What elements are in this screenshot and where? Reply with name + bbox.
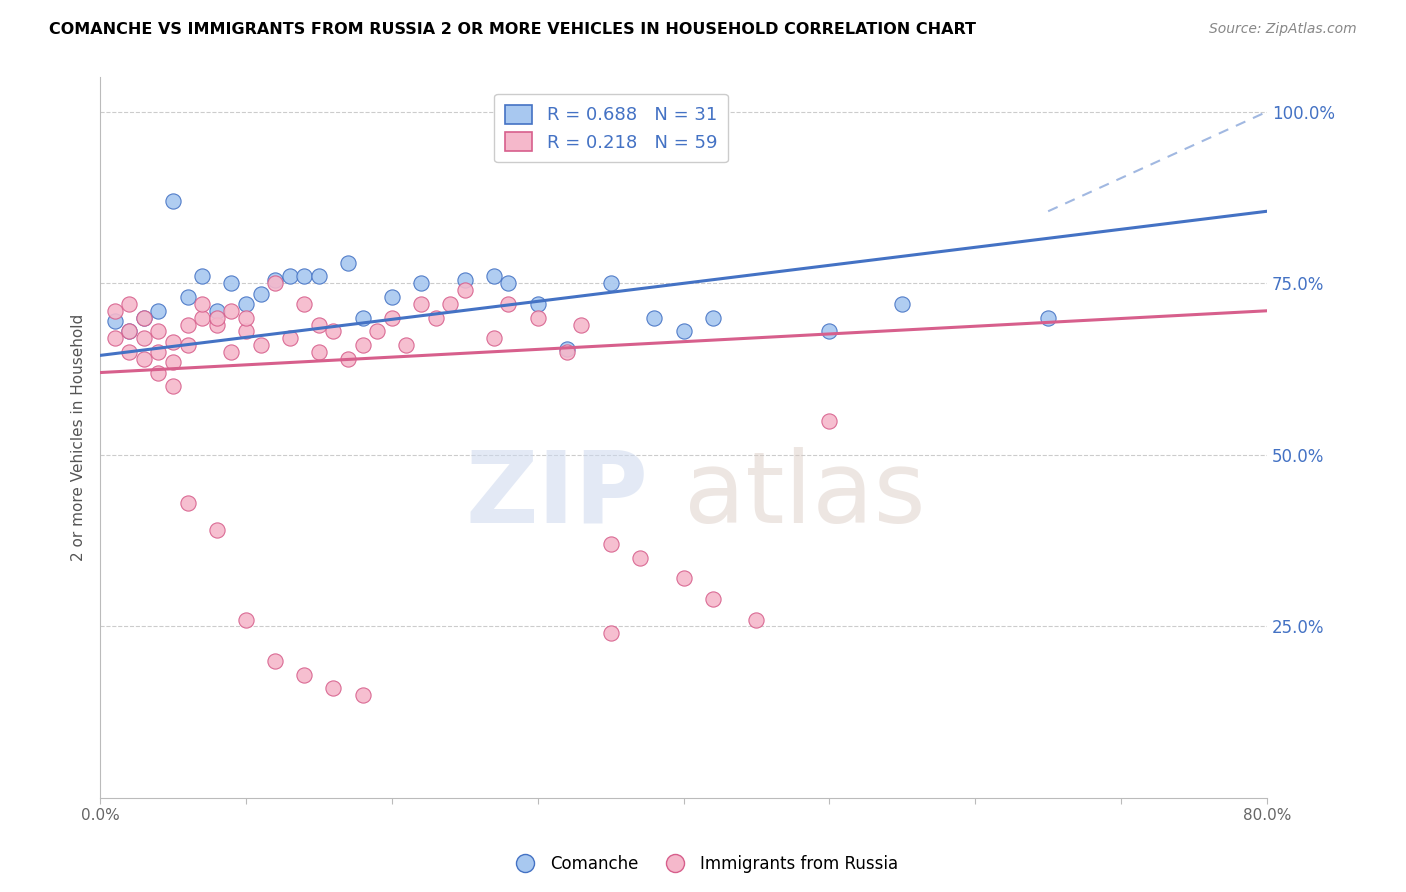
Point bbox=[221, 277, 243, 291]
Point bbox=[162, 379, 184, 393]
Point bbox=[599, 537, 621, 551]
Point bbox=[132, 310, 155, 325]
Point bbox=[308, 345, 330, 359]
Point bbox=[104, 314, 127, 328]
Point bbox=[221, 303, 243, 318]
Point bbox=[439, 297, 461, 311]
Point bbox=[118, 297, 141, 311]
Point bbox=[205, 318, 228, 332]
Point bbox=[454, 283, 477, 297]
Point bbox=[409, 277, 432, 291]
Point bbox=[555, 342, 578, 356]
Text: atlas: atlas bbox=[683, 447, 925, 544]
Point bbox=[104, 331, 127, 345]
Point bbox=[571, 318, 593, 332]
Point bbox=[308, 318, 330, 332]
Point bbox=[818, 324, 841, 338]
Point bbox=[643, 310, 665, 325]
Point bbox=[498, 297, 520, 311]
Point bbox=[555, 345, 578, 359]
Point bbox=[672, 571, 695, 585]
Point bbox=[526, 310, 548, 325]
Point bbox=[162, 355, 184, 369]
Point bbox=[292, 297, 315, 311]
Point bbox=[118, 345, 141, 359]
Point bbox=[104, 303, 127, 318]
Point bbox=[278, 269, 301, 284]
Point bbox=[249, 338, 271, 352]
Point bbox=[148, 324, 170, 338]
Point bbox=[132, 331, 155, 345]
Point bbox=[352, 688, 374, 702]
Point bbox=[148, 366, 170, 380]
Point bbox=[148, 303, 170, 318]
Point bbox=[176, 496, 198, 510]
Point bbox=[498, 277, 520, 291]
Point bbox=[118, 324, 141, 338]
Point bbox=[745, 613, 768, 627]
Point bbox=[818, 414, 841, 428]
Point bbox=[205, 524, 228, 538]
Point bbox=[352, 338, 374, 352]
Point bbox=[221, 345, 243, 359]
Point bbox=[162, 194, 184, 208]
Point bbox=[891, 297, 914, 311]
Point bbox=[264, 277, 287, 291]
Point bbox=[702, 310, 724, 325]
Point bbox=[1036, 310, 1059, 325]
Point bbox=[526, 297, 548, 311]
Point bbox=[191, 297, 214, 311]
Point bbox=[235, 613, 257, 627]
Point bbox=[264, 654, 287, 668]
Point bbox=[278, 331, 301, 345]
Point bbox=[162, 334, 184, 349]
Point bbox=[118, 324, 141, 338]
Point bbox=[599, 626, 621, 640]
Point bbox=[132, 310, 155, 325]
Point bbox=[672, 324, 695, 338]
Point bbox=[425, 310, 447, 325]
Point bbox=[235, 297, 257, 311]
Point bbox=[454, 273, 477, 287]
Point bbox=[395, 338, 418, 352]
Point bbox=[366, 324, 388, 338]
Legend: Comanche, Immigrants from Russia: Comanche, Immigrants from Russia bbox=[502, 848, 904, 880]
Point bbox=[191, 269, 214, 284]
Point bbox=[482, 269, 505, 284]
Point bbox=[409, 297, 432, 311]
Point bbox=[176, 290, 198, 304]
Point bbox=[381, 310, 404, 325]
Point bbox=[176, 338, 198, 352]
Point bbox=[352, 310, 374, 325]
Point bbox=[191, 310, 214, 325]
Point bbox=[249, 286, 271, 301]
Point bbox=[235, 310, 257, 325]
Point bbox=[337, 256, 360, 270]
Text: ZIP: ZIP bbox=[465, 447, 648, 544]
Point bbox=[264, 273, 287, 287]
Point bbox=[322, 681, 344, 696]
Point bbox=[482, 331, 505, 345]
Text: Source: ZipAtlas.com: Source: ZipAtlas.com bbox=[1209, 22, 1357, 37]
Point bbox=[322, 324, 344, 338]
Point bbox=[702, 592, 724, 607]
Y-axis label: 2 or more Vehicles in Household: 2 or more Vehicles in Household bbox=[72, 314, 86, 561]
Point bbox=[292, 269, 315, 284]
Point bbox=[292, 667, 315, 681]
Point bbox=[628, 550, 651, 565]
Point bbox=[235, 324, 257, 338]
Point bbox=[132, 351, 155, 366]
Legend: R = 0.688   N = 31, R = 0.218   N = 59: R = 0.688 N = 31, R = 0.218 N = 59 bbox=[494, 94, 728, 162]
Point bbox=[176, 318, 198, 332]
Point bbox=[381, 290, 404, 304]
Point bbox=[205, 310, 228, 325]
Text: COMANCHE VS IMMIGRANTS FROM RUSSIA 2 OR MORE VEHICLES IN HOUSEHOLD CORRELATION C: COMANCHE VS IMMIGRANTS FROM RUSSIA 2 OR … bbox=[49, 22, 976, 37]
Point bbox=[205, 303, 228, 318]
Point bbox=[308, 269, 330, 284]
Point bbox=[599, 277, 621, 291]
Point bbox=[148, 345, 170, 359]
Point bbox=[337, 351, 360, 366]
